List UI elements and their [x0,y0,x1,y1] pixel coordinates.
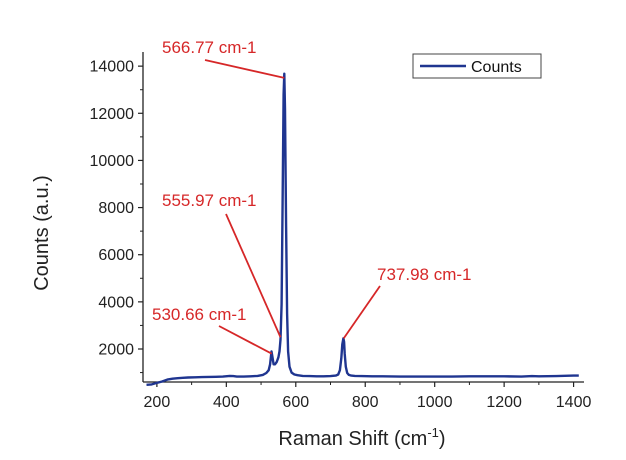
legend-label-counts: Counts [471,59,522,76]
annotation-layer: 566.77 cm-1 555.97 cm-1 530.66 cm-1 737.98 … [152,38,472,355]
x-tick-label: 400 [213,394,240,411]
y-tick-label: 2000 [98,342,134,359]
y-tick-label: 6000 [98,247,134,264]
x-tick-label: 1200 [486,394,522,411]
x-tick-label: 1000 [417,394,453,411]
y-tick-label: 10000 [90,153,135,170]
y-tick-label: 12000 [90,106,135,123]
annotation-leader-line [204,59,285,79]
x-axis-label: Raman Shift (cm-1) [278,425,445,450]
series-layer [146,72,579,386]
x-axis-label-suffix: ) [439,428,446,450]
legend: Counts [412,53,542,79]
annotation-leader-line [225,213,282,338]
annotation-leader-line [218,325,273,355]
y-axis-label: Counts (a.u.) [31,175,53,291]
annotation-label: 737.98 cm-1 [377,265,472,284]
x-tick-label: 600 [282,394,309,411]
x-axis-label-superscript: -1 [427,425,439,440]
annotation-label: 566.77 cm-1 [162,38,257,57]
y-tick-label: 4000 [98,294,134,311]
axes-layer: 200 400 600 800 1000 1200 1400 2000 4000 6000 8000… [90,52,592,411]
x-axis-label-main: Raman Shift (cm [278,428,427,450]
annotation-label: 530.66 cm-1 [152,305,247,324]
y-tick-label: 8000 [98,200,134,217]
annotation-leader-line [342,285,381,339]
y-tick-label: 14000 [90,59,135,76]
x-tick-label: 1400 [556,394,592,411]
annotation-label: 555.97 cm-1 [162,191,257,210]
x-tick-label: 800 [352,394,379,411]
series-line-counts [146,72,579,386]
x-tick-label: 200 [144,394,171,411]
axis-labels-layer: Counts (a.u.) Raman Shift (cm-1) [31,175,446,450]
